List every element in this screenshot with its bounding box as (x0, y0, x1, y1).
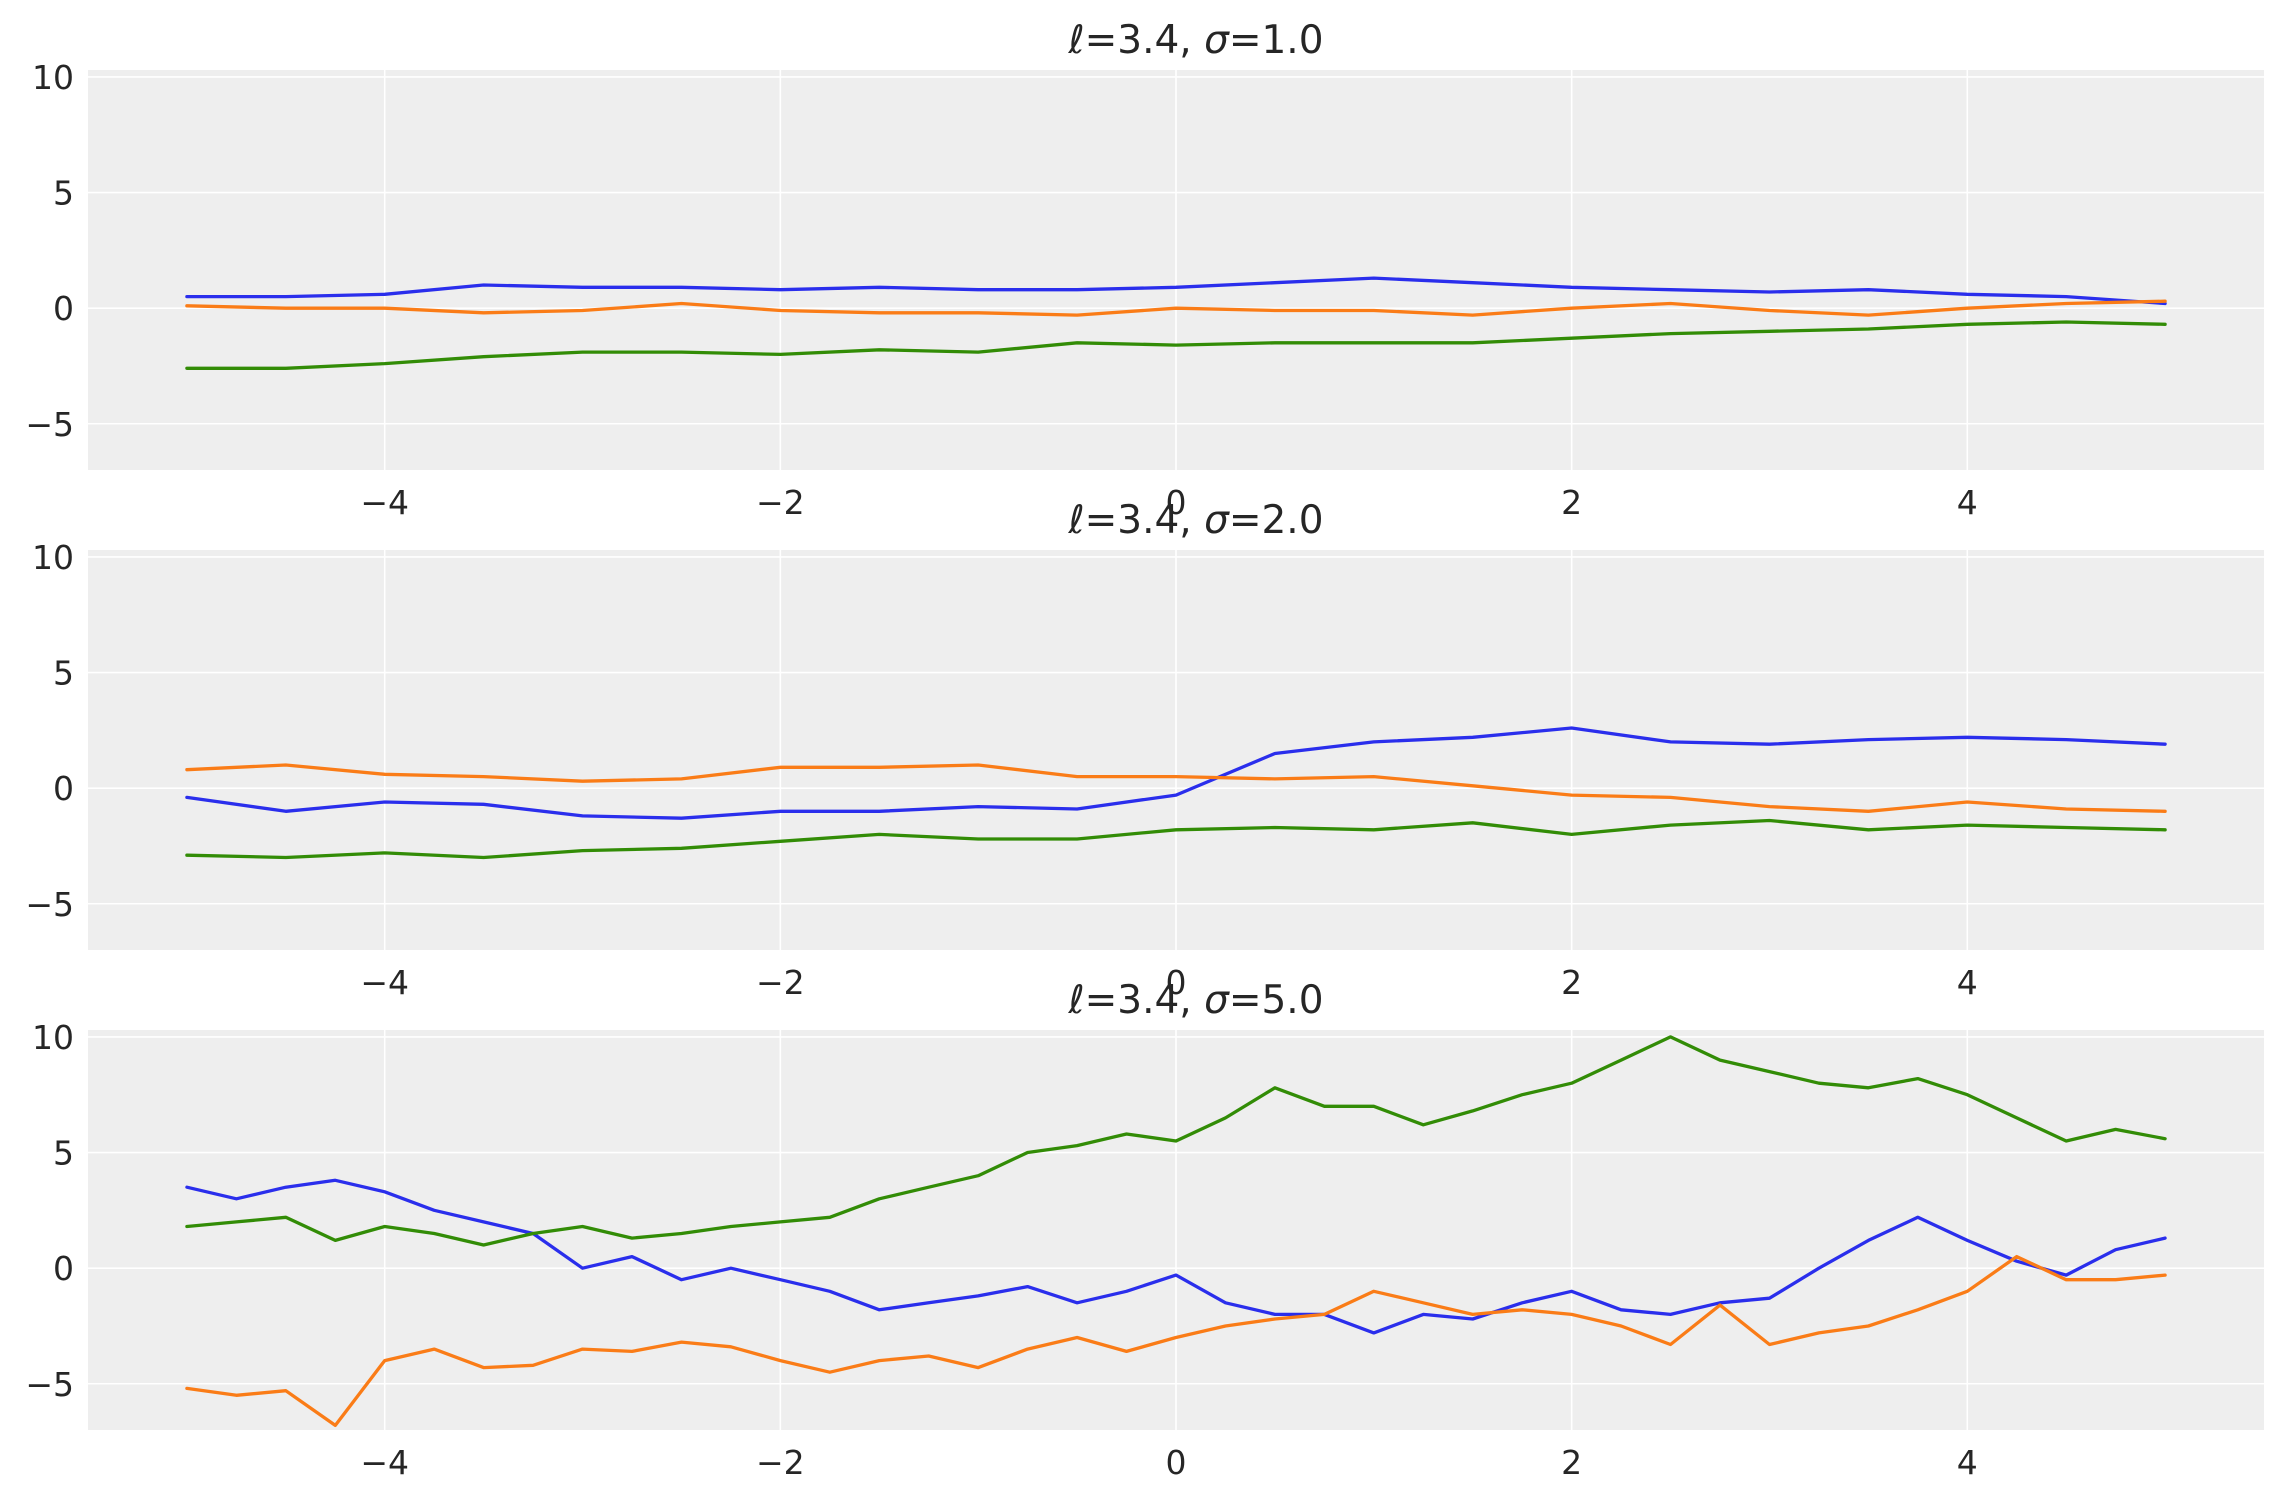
y-tick-label: 0 (53, 1249, 74, 1288)
series-line-2 (185, 763, 2167, 813)
y-tick-label: 10 (32, 1018, 74, 1057)
x-tick-label: −2 (756, 963, 805, 1002)
x-tick-label: −2 (756, 483, 805, 522)
y-tick-label: −5 (25, 1365, 74, 1404)
y-tick-label: 10 (32, 58, 74, 97)
subplot-title: ℓ=3.4, σ=2.0 (1067, 498, 1323, 543)
subplot-3: −4 −2 0 2 4 −5 0 5 10 ℓ=3.4, σ=5.0 (25, 978, 2264, 1482)
y-tick-label: 5 (53, 654, 74, 693)
subplot-title: ℓ=3.4, σ=5.0 (1067, 978, 1323, 1023)
x-tick-label: 4 (1957, 963, 1978, 1002)
x-tick-label: 0 (1166, 963, 1187, 1002)
y-tick-label: −5 (25, 405, 74, 444)
series-line-2 (185, 299, 2167, 317)
subplot-title: ℓ=3.4, σ=1.0 (1067, 18, 1323, 63)
series-line-1 (185, 726, 2167, 820)
y-tick-label: 5 (53, 174, 74, 213)
series-line-1 (185, 276, 2167, 306)
x-tick-label: 4 (1957, 1443, 1978, 1482)
y-tick-label: 10 (32, 538, 74, 577)
subplot-1: −4 −2 0 2 4 −5 0 5 10 ℓ=3.4, σ=1.0 (25, 18, 2264, 522)
subplot-2: −4 −2 0 2 4 −5 0 5 10 ℓ=3.4, σ=2.0 (25, 498, 2264, 1002)
x-tick-label: 2 (1561, 483, 1582, 522)
x-tick-label: −4 (360, 963, 409, 1002)
x-tick-label: 2 (1561, 963, 1582, 1002)
x-tick-label: −4 (360, 1443, 409, 1482)
y-tick-label: 5 (53, 1134, 74, 1173)
x-tick-label: 4 (1957, 483, 1978, 522)
x-tick-label: −4 (360, 483, 409, 522)
series-line-2 (185, 1254, 2167, 1428)
y-tick-label: 0 (53, 289, 74, 328)
series-line-3 (185, 818, 2167, 860)
x-tick-label: 2 (1561, 1443, 1582, 1482)
series-line-1 (185, 1178, 2167, 1335)
y-tick-label: 0 (53, 769, 74, 808)
y-tick-label: −5 (25, 885, 74, 924)
series-line-3 (185, 320, 2167, 370)
series-line-3 (185, 1035, 2167, 1247)
x-tick-label: 0 (1166, 483, 1187, 522)
x-tick-label: 0 (1166, 1443, 1187, 1482)
x-tick-label: −2 (756, 1443, 805, 1482)
